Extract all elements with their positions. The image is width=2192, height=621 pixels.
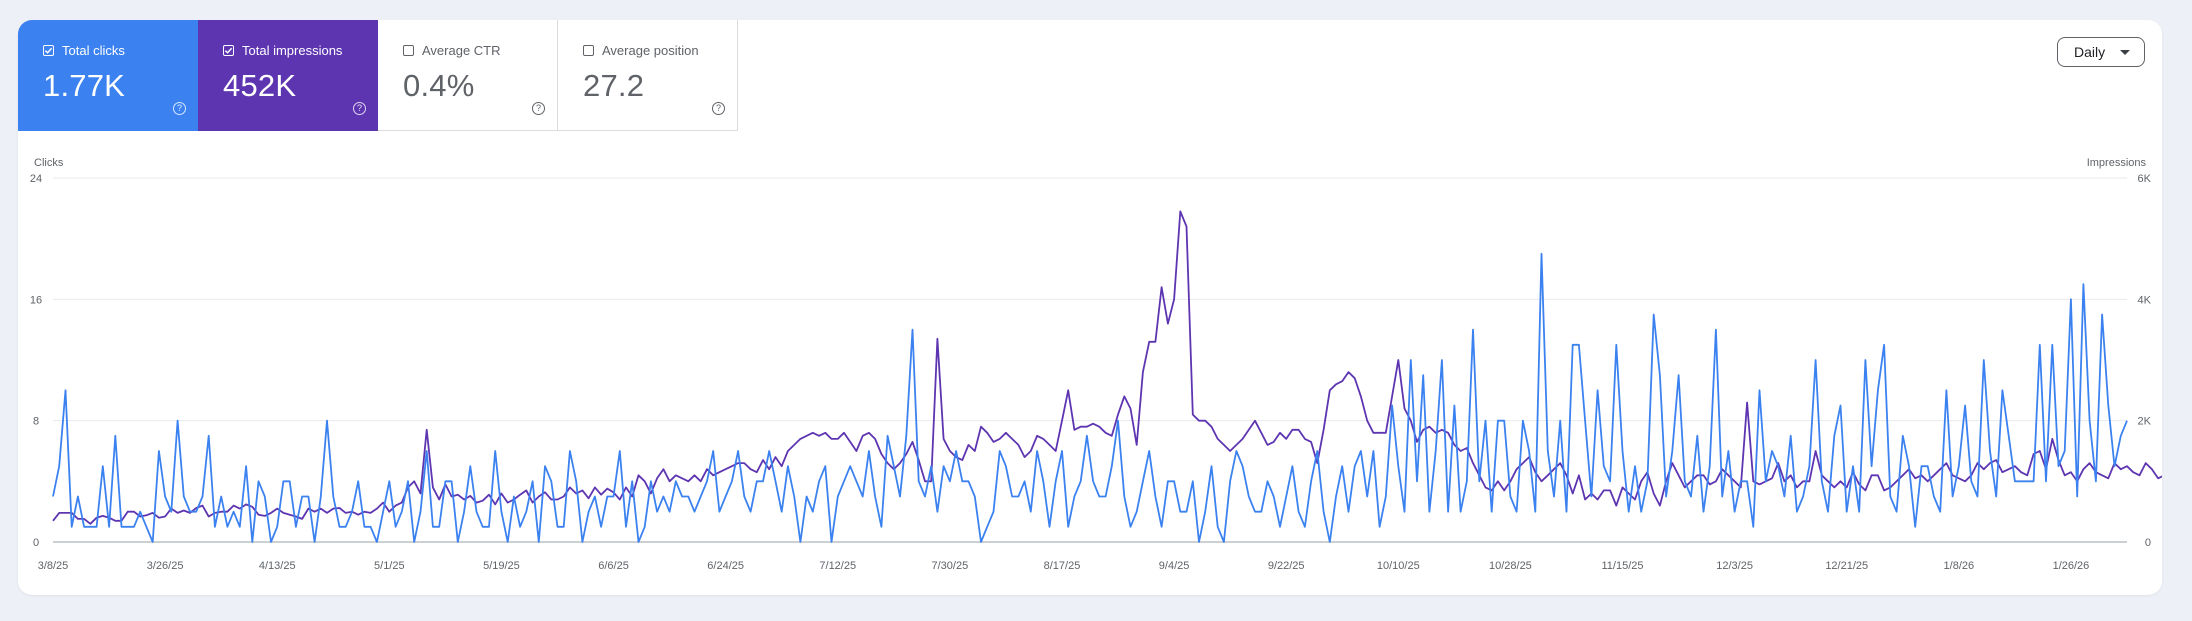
metric-average-position[interactable]: Average position 27.2 ? [558,20,738,131]
series-line-impressions [52,210,2162,525]
granularity-dropdown[interactable]: Daily [2057,37,2145,67]
x-tick-label: 7/12/25 [819,560,856,572]
x-tick-label: 1/26/26 [2053,560,2090,572]
y-tick-label-right: 0 [2145,537,2151,549]
x-tick-label: 7/30/25 [932,560,969,572]
x-tick-label: 9/4/25 [1159,560,1190,572]
metric-average-ctr[interactable]: Average CTR 0.4% ? [378,20,558,131]
metric-label: Total impressions [242,43,343,58]
metric-total-impressions[interactable]: Total impressions 452K ? [198,20,378,131]
metric-label: Average position [602,43,699,58]
x-tick-label: 6/6/25 [598,560,629,572]
x-tick-label: 10/28/25 [1489,560,1532,572]
checkbox-unchecked-icon[interactable] [403,45,414,56]
performance-card: Total clicks 1.77K ? Total impressions 4… [18,20,2162,595]
checkbox-checked-icon[interactable] [43,45,54,56]
x-tick-label: 12/21/25 [1825,560,1868,572]
x-tick-label: 11/15/25 [1602,560,1644,572]
help-icon[interactable]: ? [353,102,366,115]
x-tick-label: 12/3/25 [1716,560,1753,572]
metric-tabs: Total clicks 1.77K ? Total impressions 4… [18,20,738,131]
x-tick-label: 8/17/25 [1044,560,1081,572]
y-axis-label-right: Impressions [2087,157,2147,169]
y-tick-label-right: 2K [2138,416,2152,428]
x-tick-label: 5/19/25 [483,560,520,572]
x-tick-label: 3/26/25 [147,560,184,572]
performance-chart: 0 8 16 24 0 2K 4K 6K Clicks Impressions 3/8/25 3/26… [30,157,2162,572]
x-tick-label: 10/10/25 [1377,560,1420,572]
y-axis-label-left: Clicks [34,157,64,169]
x-tick-label: 9/22/25 [1268,560,1305,572]
metric-value: 452K [223,68,297,103]
metric-value: 27.2 [583,68,645,103]
series-line-clicks [52,252,2128,543]
metric-value: 0.4% [403,68,475,103]
metric-total-clicks[interactable]: Total clicks 1.77K ? [18,20,198,131]
y-tick-label-left: 24 [30,173,42,185]
granularity-selected: Daily [2074,44,2106,60]
y-tick-label-right: 4K [2138,294,2152,306]
x-tick-label: 6/24/25 [707,560,744,572]
checkbox-unchecked-icon[interactable] [583,45,594,56]
x-tick-label: 5/1/25 [374,560,405,572]
y-tick-label-left: 16 [30,294,42,306]
y-tick-label-right: 6K [2138,173,2152,185]
x-tick-label: 3/8/25 [38,560,69,572]
dropdown-arrow-icon [2120,50,2130,55]
x-tick-label: 1/8/26 [1944,560,1975,572]
help-icon[interactable]: ? [712,102,725,115]
metric-label: Average CTR [422,43,501,58]
help-icon[interactable]: ? [173,102,186,115]
metric-label: Total clicks [62,43,125,58]
x-tick-label: 4/13/25 [259,560,296,572]
checkbox-checked-icon[interactable] [223,45,234,56]
help-icon[interactable]: ? [532,102,545,115]
y-tick-label-left: 8 [33,416,39,428]
metric-value: 1.77K [43,68,126,103]
y-tick-label-left: 0 [33,537,39,549]
